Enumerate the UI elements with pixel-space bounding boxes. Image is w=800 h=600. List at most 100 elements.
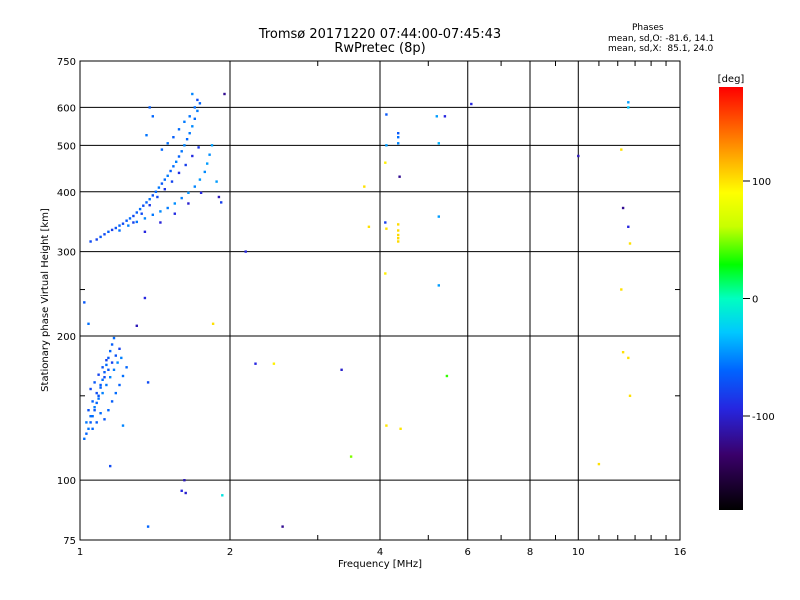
data-points (83, 92, 632, 528)
data-point (385, 424, 388, 427)
data-point (191, 154, 194, 158)
colorbar-label: [deg] (718, 74, 745, 85)
data-point (210, 144, 214, 147)
data-point (101, 391, 104, 395)
data-point (89, 415, 92, 418)
data-point (146, 381, 150, 384)
data-point (385, 227, 388, 230)
data-point (470, 102, 473, 106)
data-point (125, 366, 128, 369)
data-point (208, 153, 211, 156)
x-tick-labels: 1 2 4 6 8 10 16 (77, 547, 687, 558)
data-point (628, 242, 632, 245)
data-point (397, 136, 400, 139)
data-point (627, 101, 630, 104)
data-point (135, 324, 138, 327)
data-point (118, 347, 121, 350)
data-point (93, 409, 96, 412)
data-point (223, 92, 226, 96)
data-point (160, 182, 164, 185)
data-point (145, 134, 148, 137)
data-point (101, 366, 104, 369)
data-point (180, 489, 183, 492)
data-point (397, 142, 400, 145)
data-point (159, 221, 162, 224)
chart-subtitle: RwPretec (8p) (334, 41, 426, 56)
data-point (157, 186, 161, 189)
y-tick-label: 750 (57, 57, 76, 68)
data-point (187, 191, 190, 194)
data-point (87, 409, 90, 412)
x-tick-label: 2 (227, 547, 233, 558)
y-tick-label: 600 (57, 103, 76, 114)
data-point (577, 154, 580, 158)
data-point (107, 230, 110, 233)
colorbar-tick-label: -100 (752, 412, 775, 423)
data-point (91, 427, 94, 430)
data-point (220, 201, 223, 204)
data-point (211, 322, 215, 325)
data-point (95, 401, 98, 405)
data-point (180, 196, 183, 200)
data-point (120, 356, 123, 360)
data-point (384, 161, 387, 164)
y-tick-label: 300 (57, 248, 76, 259)
x-tick-label: 8 (527, 547, 533, 558)
data-point (193, 185, 196, 188)
data-point (198, 102, 202, 105)
data-point (340, 368, 343, 371)
data-point (89, 387, 92, 391)
data-point (121, 222, 125, 225)
data-point (385, 113, 388, 116)
data-point (281, 525, 284, 528)
data-point (185, 138, 189, 141)
phases-header: Phases (632, 23, 664, 33)
data-point (169, 169, 172, 173)
data-point (132, 221, 135, 224)
data-point (445, 374, 449, 378)
data-point (627, 106, 630, 109)
y-tick-label: 75 (63, 536, 76, 547)
data-point (384, 272, 387, 275)
data-point (112, 336, 116, 340)
data-point (89, 240, 92, 243)
data-point (399, 427, 402, 430)
data-point (148, 106, 151, 109)
data-point (397, 223, 400, 226)
data-point (166, 206, 169, 210)
data-point (173, 212, 176, 215)
data-point (101, 378, 104, 381)
data-point (254, 362, 257, 365)
data-point (132, 214, 135, 218)
data-point (110, 400, 114, 403)
data-point (105, 363, 108, 367)
data-point (87, 322, 90, 325)
data-point (127, 224, 130, 227)
data-point (114, 391, 117, 395)
data-point (627, 356, 630, 360)
data-point (198, 178, 202, 181)
y-tick-label: 100 (57, 476, 76, 487)
data-point (621, 206, 625, 210)
data-point (143, 296, 147, 300)
data-point (103, 376, 106, 379)
grid-lines (80, 61, 680, 540)
data-point (125, 219, 128, 222)
data-point (97, 394, 100, 397)
data-point (135, 220, 138, 224)
data-point (156, 195, 159, 199)
data-point (91, 400, 94, 403)
phase-stats-o: mean, sd,O: -81.6, 14.1 (608, 34, 715, 44)
data-point (135, 211, 138, 214)
data-point (628, 394, 632, 397)
data-point (272, 362, 276, 365)
data-point (110, 228, 114, 232)
data-point (160, 148, 164, 151)
data-point (443, 115, 447, 118)
data-point (110, 361, 114, 364)
data-point (397, 233, 400, 237)
data-point (183, 479, 186, 482)
data-point (83, 301, 86, 304)
data-point (627, 225, 630, 228)
